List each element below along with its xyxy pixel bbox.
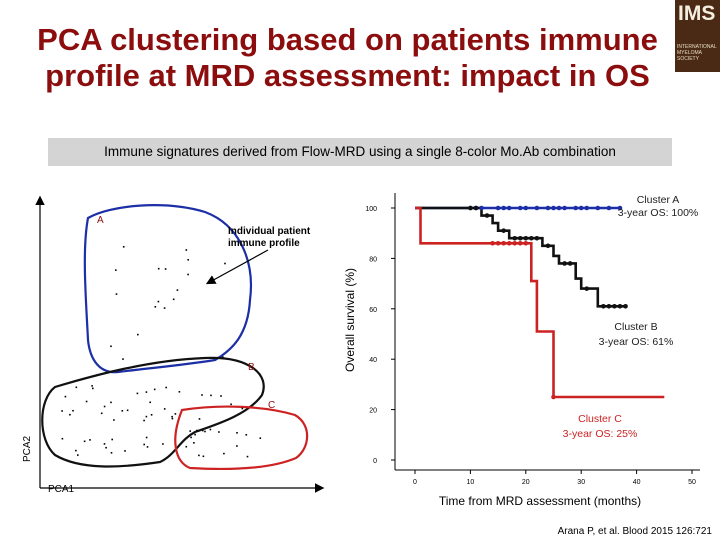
slide-title: PCA clustering based on patients immune … <box>20 22 675 94</box>
censor-mark <box>612 303 617 309</box>
censor-mark <box>595 205 601 211</box>
censor-mark <box>479 205 484 211</box>
series-note: 3-year OS: 25% <box>563 428 638 440</box>
censor-mark <box>501 228 506 233</box>
subtitle-banner: Immune signatures derived from Flow-MRD … <box>48 138 672 166</box>
censor-mark <box>617 303 623 309</box>
censor-mark <box>584 205 590 211</box>
censor-mark <box>584 286 590 291</box>
y-tick-label: 80 <box>369 256 377 263</box>
censor-mark <box>573 205 578 211</box>
censor-mark <box>517 205 523 211</box>
censor-mark <box>523 240 529 246</box>
ims-logo: IMS INTERNATIONAL MYELOMA SOCIETY <box>675 0 720 72</box>
censor-mark <box>617 205 623 211</box>
x-tick-label: 10 <box>467 479 475 486</box>
y-tick-label: 100 <box>365 206 377 213</box>
censor-mark <box>495 240 501 246</box>
censor-mark <box>484 213 490 218</box>
x-tick-label: 50 <box>688 479 696 486</box>
x-tick-label: 20 <box>522 479 530 486</box>
series-label: Cluster C <box>578 413 622 425</box>
series-label: Cluster B <box>614 321 657 333</box>
censor-mark <box>495 205 501 211</box>
censor-mark <box>534 235 540 241</box>
censor-mark <box>517 235 523 241</box>
x-axis-label: Time from MRD assessment (months) <box>439 494 641 508</box>
series-note: 3-year OS: 100% <box>618 207 699 219</box>
series-note: 3-year OS: 61% <box>599 336 674 348</box>
logo-subtext: INTERNATIONAL MYELOMA SOCIETY <box>677 44 717 62</box>
censor-mark <box>567 261 573 266</box>
censor-mark <box>562 261 567 266</box>
logo-text: IMS <box>678 2 716 25</box>
x-tick-label: 40 <box>633 479 641 486</box>
censor-mark <box>523 205 529 211</box>
censor-mark <box>529 235 534 241</box>
censor-mark <box>606 205 612 211</box>
censor-mark <box>523 235 529 241</box>
censor-mark <box>545 243 551 249</box>
x-tick-label: 0 <box>413 479 417 486</box>
censor-mark <box>551 205 556 211</box>
censor-mark <box>473 205 479 211</box>
censor-mark <box>556 205 562 211</box>
censor-mark <box>606 303 612 309</box>
y-tick-label: 20 <box>369 408 377 415</box>
censor-mark <box>534 205 540 211</box>
y-tick-label: 40 <box>369 357 377 364</box>
y-tick-label: 60 <box>369 307 377 314</box>
km-series-1 <box>415 206 626 308</box>
censor-mark <box>517 240 523 246</box>
censor-mark <box>512 235 518 241</box>
censor-mark <box>601 303 606 309</box>
y-axis-label: Overall survival (%) <box>343 268 357 372</box>
title-line-2: profile at MRD assessment: impact in OS <box>45 58 650 93</box>
km-series-2 <box>415 206 665 399</box>
x-tick-label: 30 <box>577 479 585 486</box>
censor-mark <box>506 240 512 246</box>
censor-mark <box>490 240 495 246</box>
censor-mark <box>506 205 512 211</box>
censor-mark <box>578 205 584 211</box>
censor-mark <box>551 394 556 400</box>
censor-mark <box>512 240 518 246</box>
censor-mark <box>545 205 551 211</box>
censor-mark <box>501 240 506 246</box>
censor-mark <box>501 205 506 211</box>
censor-mark <box>562 205 567 211</box>
title-line-1: PCA clustering based on patients immune <box>37 22 658 57</box>
censor-mark <box>623 303 628 309</box>
series-label: Cluster A <box>637 194 680 206</box>
y-tick-label: 0 <box>373 458 377 465</box>
reference-citation: Arana P, et al. Blood 2015 126:721 <box>557 526 712 537</box>
censor-mark <box>468 205 473 211</box>
